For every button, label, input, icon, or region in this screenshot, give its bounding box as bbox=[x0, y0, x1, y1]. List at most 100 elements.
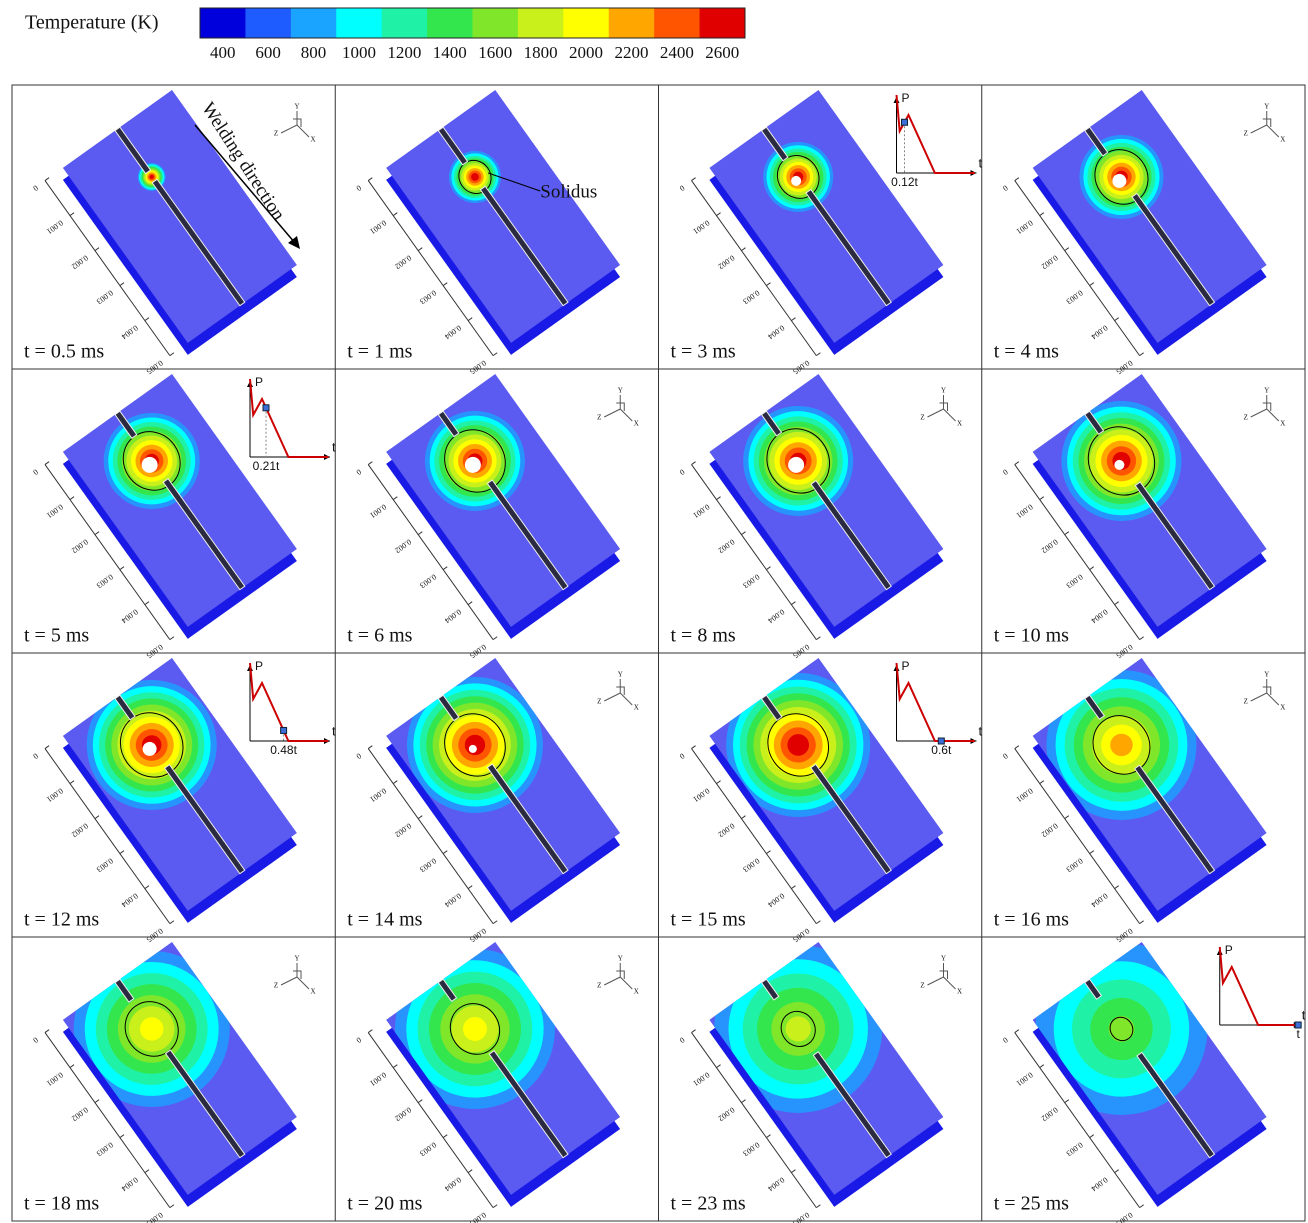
time-label: t = 4 ms bbox=[994, 341, 1059, 363]
scale-label: 0.003 bbox=[95, 1140, 115, 1158]
colorbar-segment bbox=[654, 8, 700, 38]
scale-label: 0.002 bbox=[1040, 821, 1060, 839]
inset-pulse bbox=[897, 663, 975, 741]
scale-label: 0.001 bbox=[45, 1070, 65, 1088]
inset-t-label: t bbox=[979, 155, 983, 170]
scale-label: 0.004 bbox=[120, 891, 140, 909]
colorbar-segment bbox=[382, 8, 428, 38]
scale-label: 0.001 bbox=[368, 502, 388, 520]
scale-tick bbox=[418, 1100, 422, 1103]
scale-label: 0.003 bbox=[741, 288, 761, 306]
scale-label: 0.004 bbox=[1090, 607, 1110, 625]
time-label: t = 14 ms bbox=[347, 909, 422, 931]
pulse-inset: Pt0.12t bbox=[891, 91, 982, 189]
solidus-label: Solidus bbox=[540, 181, 597, 202]
colorbar-tick-label: 600 bbox=[255, 43, 281, 62]
scale-label: 0 bbox=[1001, 751, 1009, 761]
scale-tick bbox=[1115, 1170, 1119, 1173]
scale-label: 0.003 bbox=[418, 856, 438, 874]
scale-label: 0 bbox=[355, 1035, 363, 1045]
scale-label: 0.001 bbox=[1015, 786, 1035, 804]
scale-tick bbox=[1065, 816, 1069, 819]
plate: 00.0010.0020.0030.0040.005 bbox=[661, 645, 950, 945]
colorbar-segment bbox=[609, 8, 655, 38]
scale-tick bbox=[1115, 318, 1119, 321]
inset-marker-label: 0.12t bbox=[891, 175, 918, 189]
scale-label: 0.004 bbox=[766, 1175, 786, 1193]
scale-tick bbox=[120, 851, 124, 854]
scale-label: 0.001 bbox=[368, 786, 388, 804]
scale-label: 0.004 bbox=[1090, 1175, 1110, 1193]
scale-tick bbox=[741, 816, 745, 819]
scale-tick bbox=[1140, 921, 1144, 924]
inset-marker-label: 0.6t bbox=[931, 743, 952, 757]
inset-marker bbox=[281, 727, 287, 733]
scale-label: 0.001 bbox=[368, 218, 388, 236]
inset-pulse bbox=[1220, 947, 1298, 1025]
scale-tick bbox=[766, 1135, 770, 1138]
scale-label: 0.005 bbox=[468, 926, 488, 944]
triad-z: Z bbox=[1244, 414, 1248, 422]
time-label: t = 16 ms bbox=[994, 909, 1069, 931]
triad-y: Y bbox=[1264, 387, 1269, 395]
plate: 00.0010.0020.0030.0040.005 bbox=[20, 371, 300, 660]
triad-x: X bbox=[957, 988, 962, 996]
scale-label: 0.001 bbox=[691, 786, 711, 804]
scale-label: 0.004 bbox=[120, 607, 140, 625]
time-label: t = 15 ms bbox=[671, 909, 746, 931]
panel: 00.0010.0020.0030.0040.005t = 15 msPt0.6… bbox=[661, 645, 982, 945]
scale-tick bbox=[443, 851, 447, 854]
scale-tick bbox=[170, 1205, 174, 1208]
scale-label: 0.004 bbox=[443, 323, 463, 341]
scale-label: 0.004 bbox=[766, 607, 786, 625]
scale-tick bbox=[393, 781, 397, 784]
scale-label: 0.005 bbox=[791, 642, 811, 660]
inset-pulse bbox=[250, 379, 328, 457]
inset-marker bbox=[263, 405, 269, 411]
scale-tick bbox=[1090, 567, 1094, 570]
scale-label: 0.001 bbox=[1015, 218, 1035, 236]
scale-tick bbox=[1040, 497, 1044, 500]
triad-y: Y bbox=[618, 671, 623, 679]
triad-x: X bbox=[310, 136, 315, 144]
scale-tick bbox=[393, 497, 397, 500]
scale-label: 0.001 bbox=[691, 218, 711, 236]
triad-y: Y bbox=[1264, 103, 1269, 111]
scale-label: 0.004 bbox=[1090, 891, 1110, 909]
colorbar-segment bbox=[518, 8, 564, 38]
inset-pulse bbox=[250, 663, 328, 741]
scale-label: 0.004 bbox=[120, 1175, 140, 1193]
scale-label: 0.003 bbox=[1065, 572, 1085, 590]
scale-tick bbox=[1090, 851, 1094, 854]
inset-marker-label: t bbox=[1296, 1027, 1300, 1041]
scale-label: 0.005 bbox=[1115, 358, 1135, 376]
colorbar-segment bbox=[291, 8, 337, 38]
scale-label: 0 bbox=[1001, 183, 1009, 193]
scale-tick bbox=[120, 283, 124, 286]
inset-p-label: P bbox=[255, 375, 263, 389]
scale-label: 0.004 bbox=[120, 323, 140, 341]
scale-label: 0.001 bbox=[691, 1070, 711, 1088]
triad-y: Y bbox=[941, 387, 946, 395]
triad-lines bbox=[928, 963, 956, 989]
scale-tick bbox=[368, 1030, 372, 1033]
colorbar-tick-label: 1400 bbox=[433, 43, 467, 62]
scale-label: 0.001 bbox=[368, 1070, 388, 1088]
axis-triad: YZX bbox=[1244, 387, 1286, 428]
scale-tick bbox=[741, 1100, 745, 1103]
scale-tick bbox=[1065, 1100, 1069, 1103]
axis-triad: YZX bbox=[1244, 671, 1286, 712]
scale-label: 0 bbox=[355, 751, 363, 761]
scale-label: 0.003 bbox=[741, 1140, 761, 1158]
colorbar-tick-label: 400 bbox=[210, 43, 236, 62]
triad-x: X bbox=[957, 420, 962, 428]
triad-z: Z bbox=[1244, 698, 1248, 706]
scale-tick bbox=[791, 886, 795, 889]
scale-tick bbox=[1040, 781, 1044, 784]
time-label: t = 23 ms bbox=[671, 1193, 746, 1215]
colorbar-tick-label: 800 bbox=[301, 43, 327, 62]
pulse-inset: Ptt bbox=[1217, 943, 1306, 1041]
inset-p-label: P bbox=[255, 659, 263, 673]
scale-tick bbox=[1065, 248, 1069, 251]
